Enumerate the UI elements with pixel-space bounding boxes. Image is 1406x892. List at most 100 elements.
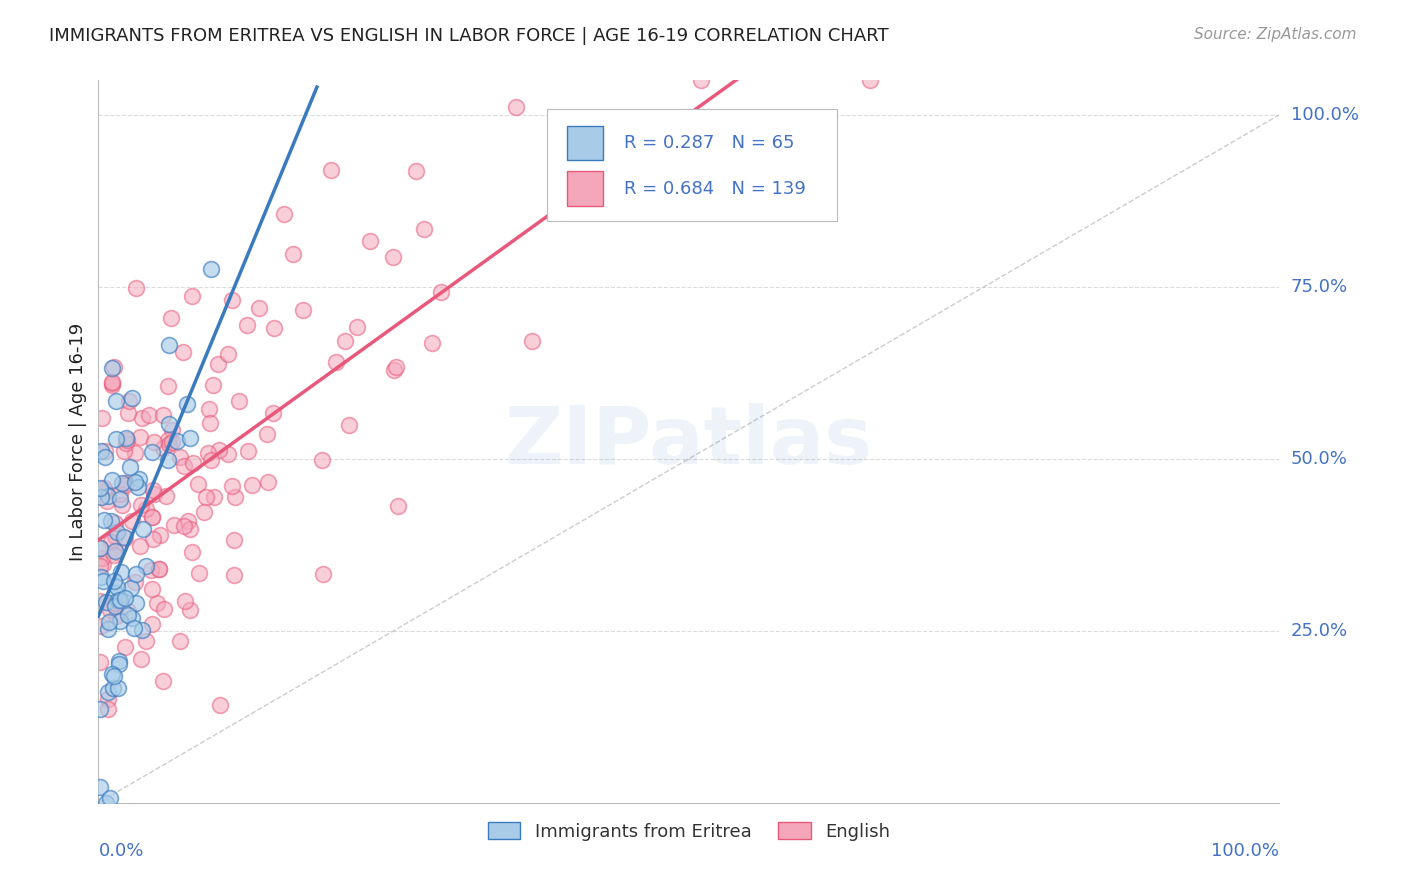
Point (104, 544, 127, 558)
Point (127, 480, 149, 494)
Point (94, 595, 117, 609)
Point (121, 514, 143, 528)
Point (412, 221, 434, 235)
Point (141, 617, 163, 632)
Point (101, 376, 124, 391)
Point (325, 355, 347, 369)
Point (125, 567, 148, 582)
Point (124, 446, 146, 460)
Point (169, 634, 191, 648)
Text: Source: ZipAtlas.com: Source: ZipAtlas.com (1194, 27, 1357, 42)
Point (311, 452, 333, 467)
Point (217, 447, 239, 461)
Text: 75.0%: 75.0% (1291, 277, 1348, 296)
Point (208, 698, 231, 712)
Point (162, 435, 184, 450)
Point (174, 594, 197, 608)
Point (152, 441, 174, 455)
Point (333, 334, 356, 349)
Point (193, 505, 215, 519)
Point (224, 533, 246, 548)
Point (101, 667, 124, 681)
Point (195, 490, 218, 504)
Point (181, 456, 204, 470)
Point (187, 476, 209, 491)
Point (359, 234, 381, 248)
Point (263, 321, 285, 335)
Point (273, 207, 295, 221)
Point (155, 489, 177, 503)
Point (115, 433, 138, 447)
Point (157, 453, 180, 467)
Point (505, 100, 527, 114)
Point (97, 489, 120, 503)
Point (112, 444, 135, 458)
Point (319, 162, 342, 177)
Point (97, 684, 120, 698)
Point (224, 490, 246, 504)
Point (148, 561, 170, 575)
Point (157, 417, 180, 432)
Point (337, 417, 360, 432)
Point (179, 603, 201, 617)
Point (124, 574, 146, 589)
Point (96, 493, 118, 508)
Point (292, 303, 315, 318)
Point (217, 346, 239, 360)
Point (89, 656, 111, 670)
Legend: Immigrants from Eritrea, English: Immigrants from Eritrea, English (481, 814, 897, 848)
Point (117, 406, 139, 420)
Text: 100.0%: 100.0% (1291, 105, 1358, 124)
Point (101, 361, 124, 376)
Text: IMMIGRANTS FROM ERITREA VS ENGLISH IN LABOR FORCE | AGE 16-19 CORRELATION CHART: IMMIGRANTS FROM ERITREA VS ENGLISH IN LA… (49, 27, 889, 45)
Point (114, 431, 136, 445)
Point (114, 591, 136, 605)
Point (180, 289, 202, 303)
Point (200, 453, 222, 467)
Point (90, 619, 112, 633)
Point (281, 247, 304, 261)
Point (382, 363, 405, 377)
Point (114, 640, 136, 654)
Point (221, 293, 243, 307)
Point (142, 533, 165, 547)
Point (157, 378, 180, 392)
Point (100, 515, 122, 529)
Point (236, 444, 259, 458)
Point (97, 702, 120, 716)
Point (90, 569, 112, 583)
Point (103, 516, 125, 530)
Point (94, 483, 117, 498)
Point (105, 545, 128, 559)
Point (105, 524, 128, 539)
Point (103, 574, 125, 589)
Point (115, 476, 138, 491)
Point (153, 602, 176, 616)
Point (176, 397, 198, 411)
Point (101, 473, 124, 487)
Point (262, 406, 284, 420)
Point (157, 337, 180, 351)
Point (105, 580, 128, 594)
Text: R = 0.287   N = 65: R = 0.287 N = 65 (624, 134, 794, 153)
Point (98, 602, 121, 616)
Point (141, 582, 163, 597)
Point (202, 490, 225, 504)
Point (98, 615, 121, 629)
Point (142, 483, 165, 498)
Point (141, 563, 163, 577)
Point (115, 436, 138, 450)
Point (221, 478, 243, 492)
Point (94, 443, 117, 458)
Y-axis label: In Labor Force | Age 16-19: In Labor Force | Age 16-19 (69, 322, 87, 561)
Point (117, 603, 139, 617)
Point (104, 596, 127, 610)
Point (198, 416, 221, 430)
Point (89, 780, 111, 794)
Point (138, 409, 160, 423)
Point (108, 654, 131, 668)
Point (690, 73, 713, 87)
Point (135, 633, 157, 648)
FancyBboxPatch shape (547, 109, 837, 221)
Point (91, 574, 114, 589)
